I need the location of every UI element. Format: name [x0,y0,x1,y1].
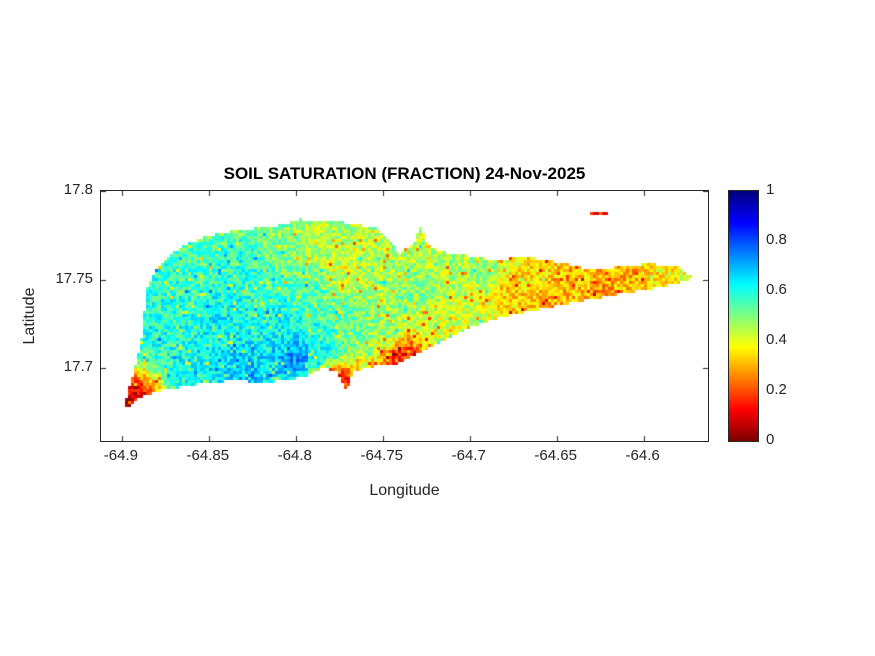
colorbar-tick-label: 0.6 [766,281,787,298]
colorbar-tick-label: 1 [766,181,775,198]
x-tick-label: -64.65 [534,447,577,464]
y-tick-label: 17.8 [63,181,93,198]
x-tick-label: -64.8 [277,447,312,464]
x-tick-label: -64.9 [103,447,138,464]
x-tick-label: -64.85 [186,447,230,464]
plot-area [100,190,709,442]
y-tick-label: 17.75 [55,269,93,287]
y-axis-label: Latitude [21,287,38,345]
colorbar-tick-label: 0.4 [766,331,787,348]
x-tick-label: -64.75 [360,447,404,464]
x-axis-label: Longitude [369,482,440,499]
chart-title: SOIL SATURATION (FRACTION) 24-Nov-2025 [223,164,586,183]
x-tick-label: -64.7 [451,447,486,464]
colorbar-tick-label: 0 [766,431,775,448]
y-tick-label: 17.7 [63,358,93,376]
colorbar-canvas [729,191,758,441]
heatmap-canvas [101,191,708,441]
colorbar-tick-label: 0.2 [766,381,787,398]
x-tick-label: -64.6 [625,447,660,464]
colorbar-tick-label: 0.8 [766,231,787,248]
colorbar [728,190,759,442]
